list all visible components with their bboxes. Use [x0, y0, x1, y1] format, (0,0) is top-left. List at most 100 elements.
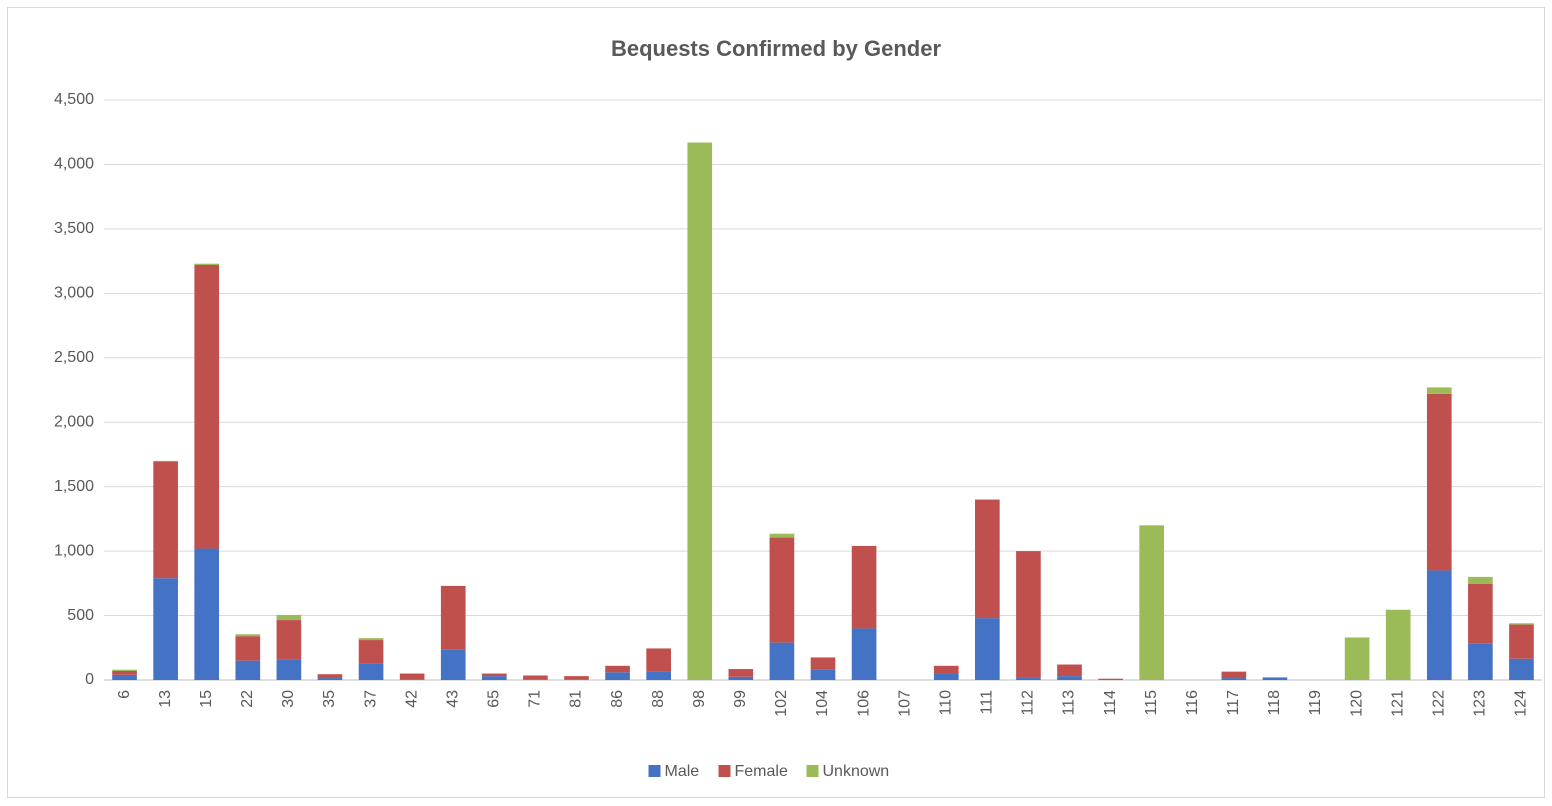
x-tick-label: 81 — [568, 690, 585, 708]
bar-segment — [1509, 623, 1534, 625]
y-tick-label: 4,000 — [54, 156, 94, 173]
legend-label: Female — [735, 763, 788, 780]
bar-segment — [481, 673, 507, 677]
y-tick-label: 1,500 — [54, 478, 94, 495]
x-tick-label: 115 — [1143, 690, 1160, 716]
bar-segment — [975, 499, 1000, 619]
bar-segment — [975, 618, 1000, 680]
bar-segment — [235, 660, 261, 680]
bar-segment — [646, 671, 671, 680]
bar-segment — [851, 628, 877, 680]
bar-segment — [235, 636, 261, 661]
bar-segment — [564, 676, 589, 680]
bar-segment — [933, 665, 959, 674]
x-tick-label: 120 — [1348, 690, 1365, 717]
x-tick-label: 99 — [732, 690, 749, 708]
bar-segment — [523, 675, 548, 680]
bar-segment — [523, 679, 548, 680]
bar-segment — [1426, 393, 1452, 571]
x-tick-label: 110 — [937, 690, 954, 716]
bar-segment — [153, 578, 178, 680]
bar-segment — [933, 673, 959, 680]
bar-segment — [1509, 624, 1534, 659]
x-tick-label: 113 — [1061, 690, 1078, 716]
x-tick-label: 112 — [1020, 690, 1037, 716]
x-tick-label: 124 — [1513, 690, 1530, 717]
bar-segment — [194, 548, 220, 680]
x-tick-label: 123 — [1472, 690, 1489, 717]
bar-segment — [1468, 576, 1493, 584]
x-tick-label: 88 — [650, 690, 667, 708]
x-tick-label: 37 — [362, 690, 379, 708]
legend-label: Male — [665, 763, 700, 780]
bar-segment — [1509, 658, 1534, 680]
chart-title: Bequests Confirmed by Gender — [611, 36, 942, 61]
y-tick-label: 3,000 — [54, 285, 94, 302]
x-tick-label: 104 — [814, 690, 831, 717]
y-tick-label: 500 — [67, 607, 94, 624]
bar-segment — [851, 545, 877, 629]
x-tick-label: 106 — [855, 690, 872, 717]
bar-segment — [1468, 643, 1493, 680]
x-tick-label: 6 — [116, 690, 133, 699]
bar-segment — [194, 263, 220, 265]
x-tick-label: 114 — [1102, 690, 1119, 716]
x-tick-label: 42 — [403, 690, 420, 708]
bar-segment — [358, 663, 384, 680]
x-tick-label: 71 — [527, 690, 544, 708]
bar-segment — [1426, 570, 1452, 680]
bar-segment — [1016, 677, 1041, 680]
bar-segment — [1344, 637, 1370, 680]
x-tick-label: 15 — [198, 690, 215, 708]
bar-segment — [769, 533, 795, 538]
x-tick-label: 121 — [1389, 690, 1406, 717]
bar-segment — [1098, 678, 1123, 680]
bar-segment — [276, 614, 302, 621]
bar-segment — [1139, 525, 1165, 680]
x-tick-label: 116 — [1184, 690, 1201, 716]
bar-segment — [810, 657, 836, 670]
legend-label: Unknown — [823, 763, 890, 780]
bar-segment — [440, 585, 466, 650]
bar-segment — [481, 676, 507, 680]
bar-segment — [440, 649, 466, 680]
x-tick-label: 13 — [157, 690, 174, 708]
bar-segment — [1057, 676, 1082, 680]
x-tick-label: 86 — [609, 690, 626, 708]
x-tick-label: 118 — [1266, 690, 1283, 716]
bar-segment — [1426, 387, 1452, 394]
bar-segment — [276, 620, 302, 660]
bar-segment — [1016, 551, 1041, 678]
x-tick-label: 117 — [1225, 690, 1242, 716]
bar-segment — [1057, 664, 1082, 677]
y-tick-label: 2,000 — [54, 413, 94, 430]
bar-segment — [235, 634, 261, 637]
bar-segment — [1221, 671, 1247, 679]
x-tick-label: 22 — [239, 690, 256, 708]
bar-segment — [112, 674, 137, 680]
bar-segment — [153, 461, 178, 579]
bar-segment — [112, 669, 137, 671]
bar-segment — [810, 669, 836, 680]
y-tick-label: 2,500 — [54, 349, 94, 366]
bar-segment — [112, 670, 137, 675]
bar-segment — [399, 673, 425, 680]
x-tick-label: 111 — [979, 690, 996, 714]
bar-segment — [399, 679, 425, 680]
bar-segment — [1385, 609, 1411, 680]
y-tick-label: 1,000 — [54, 542, 94, 559]
bar-segment — [194, 264, 220, 549]
bar-segment — [769, 537, 795, 643]
x-tick-label: 122 — [1431, 690, 1448, 717]
legend-swatch — [718, 765, 731, 777]
bar-segment — [153, 460, 178, 462]
bar-segment — [1468, 583, 1493, 644]
bar-segment — [605, 665, 630, 673]
x-tick-label: 65 — [486, 690, 503, 708]
bar-segment — [358, 640, 384, 664]
bar-segment — [605, 672, 630, 680]
x-tick-label: 35 — [321, 690, 338, 708]
x-tick-label: 102 — [773, 690, 790, 717]
x-tick-label: 43 — [444, 690, 461, 708]
